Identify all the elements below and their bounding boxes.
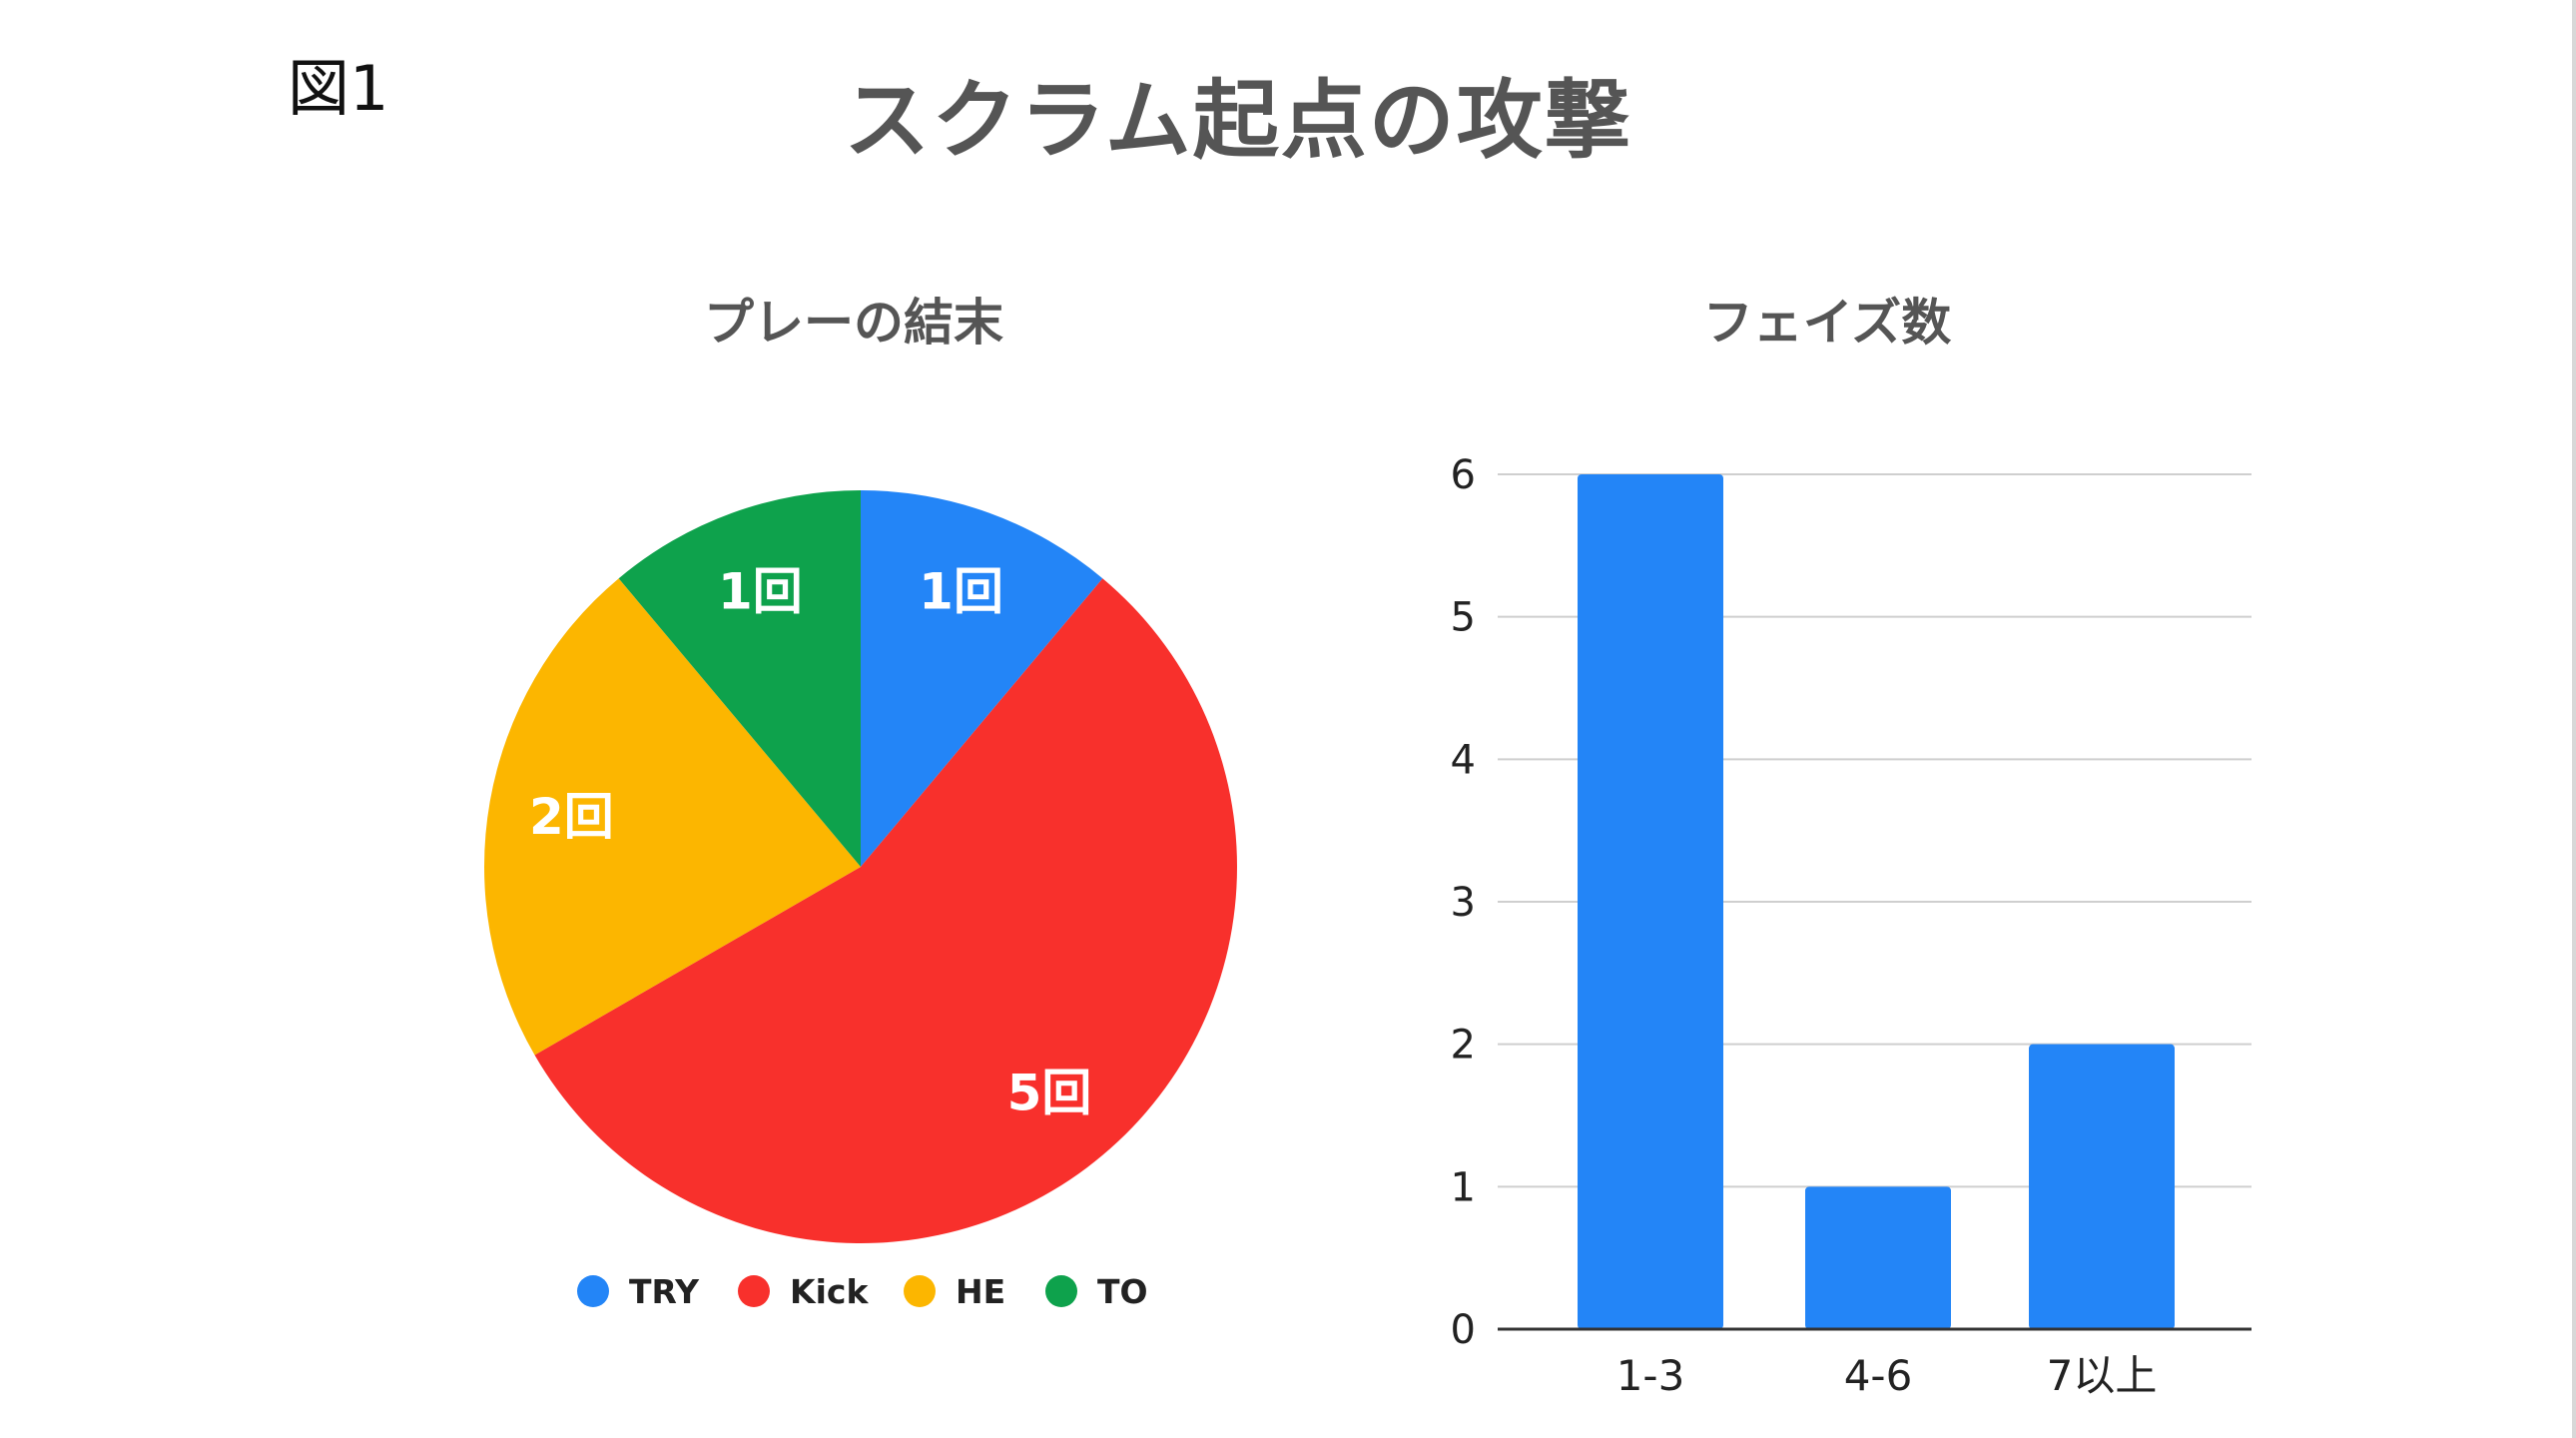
legend-marker-kick: [738, 1275, 770, 1307]
legend-marker-he: [904, 1275, 936, 1307]
pie-chart-title: プレーの結末: [704, 294, 1003, 352]
y-tick-label: 2: [1451, 1023, 1476, 1069]
main-title: スクラム起点の攻撃: [844, 71, 1632, 171]
legend-marker-try: [577, 1275, 609, 1307]
bar-1-3: [1578, 474, 1723, 1329]
pie-legend: TRY Kick HE TO: [577, 1272, 1148, 1311]
y-tick-label: 5: [1451, 595, 1476, 641]
pie-slice-to: [618, 490, 861, 867]
pie-chart: プレーの結末 1回 5回 2回 1回 TRY Kick HE TO: [484, 294, 1237, 1311]
x-category-label: 1-3: [1616, 1351, 1685, 1400]
pie-slice-label-try: 1回: [919, 563, 1003, 621]
figure-label: 図1: [288, 52, 389, 125]
pie-slice-label-kick: 5回: [1007, 1064, 1092, 1121]
pie-slice-kick: [534, 578, 1237, 1243]
pie-slice-label-to: 1回: [718, 563, 803, 621]
bar-bars: [1578, 474, 2175, 1329]
pie-slice-label-he: 2回: [529, 788, 614, 846]
pie-slices: [484, 490, 1237, 1243]
y-tick-label: 0: [1451, 1307, 1476, 1353]
y-tick-label: 4: [1451, 737, 1476, 783]
legend-label-try: TRY: [629, 1272, 700, 1311]
bar-chart: フェイズ数 0 1 2 3 4 5 6 1-3 4-6 7以上: [1451, 294, 2252, 1400]
y-tick-label: 3: [1451, 880, 1476, 926]
legend-marker-to: [1045, 1275, 1077, 1307]
page-edge-divider: [2572, 0, 2576, 1438]
pie-slice-labels: 1回 5回 2回 1回: [529, 563, 1091, 1122]
legend-label-kick: Kick: [790, 1272, 869, 1311]
legend-label-he: HE: [956, 1272, 1005, 1311]
x-category-label: 7以上: [2047, 1351, 2158, 1400]
pie-slice-he: [484, 578, 861, 1056]
y-tick-label: 6: [1451, 452, 1476, 498]
bar-y-ticks: 0 1 2 3 4 5 6: [1451, 452, 1476, 1353]
legend-label-to: TO: [1097, 1272, 1148, 1311]
bar-x-labels: 1-3 4-6 7以上: [1616, 1351, 2158, 1400]
pie-slice-try: [861, 490, 1103, 867]
bar-4-6: [1805, 1186, 1951, 1329]
bar-chart-title: フェイズ数: [1703, 294, 1952, 352]
y-tick-label: 1: [1451, 1164, 1476, 1210]
x-category-label: 4-6: [1844, 1351, 1913, 1400]
bar-7以上: [2029, 1044, 2175, 1329]
